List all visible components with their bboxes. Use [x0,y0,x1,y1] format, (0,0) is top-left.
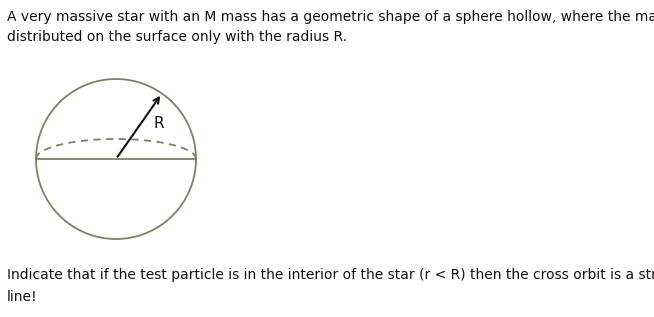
Text: distributed on the surface only with the radius R.: distributed on the surface only with the… [7,30,347,44]
Text: line!: line! [7,290,38,304]
Text: R: R [153,116,164,131]
Text: A very massive star with an M mass has a geometric shape of a sphere hollow, whe: A very massive star with an M mass has a… [7,10,654,24]
Text: Indicate that if the test particle is in the interior of the star (r < R) then t: Indicate that if the test particle is in… [7,268,654,282]
